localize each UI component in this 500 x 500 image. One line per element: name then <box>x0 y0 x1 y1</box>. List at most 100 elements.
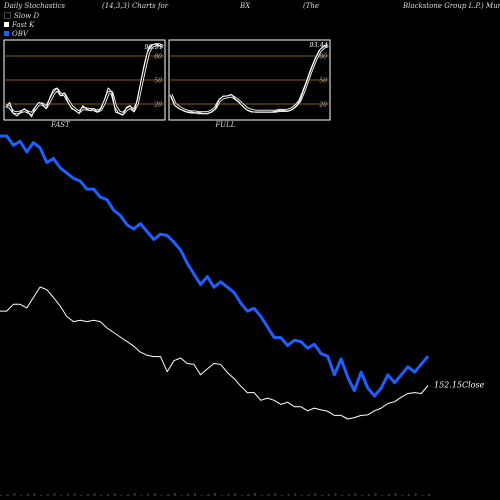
volume-bar <box>53 493 56 496</box>
volume-bar <box>133 493 136 496</box>
legend-item-slow-d: Slow D <box>4 11 39 20</box>
volume-bar <box>414 493 417 496</box>
obv-line <box>0 134 430 398</box>
legend-swatch-slow-d <box>4 12 11 19</box>
header-ticker: BX <box>240 2 251 10</box>
volume-bar <box>6 494 9 496</box>
volume-bar <box>173 493 176 496</box>
fast-title: FAST <box>50 121 71 129</box>
legend: Slow D Fast K OBV <box>4 11 39 38</box>
volume-bar <box>46 494 49 496</box>
volume-bar <box>234 493 237 496</box>
volume-bar <box>428 494 430 496</box>
volume-bar <box>347 494 350 496</box>
header-company: Blackstone Group L.P.) Munafa <box>403 2 500 10</box>
volume-bar <box>26 494 29 496</box>
volume-bar <box>280 495 283 496</box>
volume-bar <box>160 495 163 496</box>
close-line <box>0 286 429 420</box>
volume-bar <box>267 494 270 496</box>
volume-bar <box>247 494 250 496</box>
legend-label-slow-d: Slow D <box>14 11 40 20</box>
fast-last-value-label: 90.91 <box>144 43 163 51</box>
full-ytick-label: 50 <box>319 78 327 85</box>
volume-bar <box>421 495 424 496</box>
volume-bar <box>193 493 196 496</box>
volume-bar <box>66 494 69 496</box>
volume-bar <box>220 495 223 496</box>
fast-ytick-label: 20 <box>153 102 162 109</box>
fast-ytick-label: 80 <box>154 54 162 61</box>
volume-bar <box>254 493 257 496</box>
volume-bar <box>300 495 303 496</box>
legend-label-fast-k: Fast K <box>12 20 35 29</box>
volume-bar <box>381 495 384 496</box>
volume-bar <box>40 495 43 496</box>
volume-bar <box>367 494 370 496</box>
full-stochastic-panel: 80 50 20 93.44 FULL <box>168 39 331 129</box>
volume-bar <box>187 494 190 496</box>
volume-bar <box>100 495 103 496</box>
obv-close-panel: 152.15Close <box>0 134 485 420</box>
volume-bar <box>167 494 170 496</box>
volume-bar <box>120 495 123 496</box>
volume-bar <box>200 495 203 496</box>
volume-bar <box>73 493 76 496</box>
volume-bar <box>127 494 130 496</box>
close-last-value-label: 152.15Close <box>434 381 485 390</box>
volume-bar <box>260 495 263 496</box>
volume-bar <box>387 494 390 496</box>
header-title-part-2: (14,3,3) Charts for <box>102 2 169 10</box>
full-ytick-label: 80 <box>319 54 327 61</box>
volume-bar <box>307 494 310 496</box>
volume-bar <box>214 493 216 496</box>
full-last-value-label: 93.44 <box>309 41 328 49</box>
volume-bar <box>327 494 330 496</box>
volume-bar <box>401 495 404 496</box>
volume-bar <box>274 493 277 496</box>
fast-stochastic-panel: 80 50 20 90.91 FAST <box>3 39 166 129</box>
volume-bar <box>20 495 23 496</box>
volume-bar <box>394 493 397 496</box>
volume-bar <box>33 493 36 496</box>
full-title: FULL <box>214 121 235 129</box>
volume-bar <box>13 493 16 496</box>
header-title-part-1: Daily Stochastics <box>4 2 66 10</box>
volume-bar <box>407 494 410 496</box>
volume-bar <box>334 493 337 496</box>
volume-bar <box>361 495 364 496</box>
volume-bar <box>314 493 317 496</box>
full-fast-k-line <box>170 44 329 115</box>
volume-bar <box>80 495 83 496</box>
volume-bar <box>227 494 230 496</box>
volume-bar <box>287 494 290 496</box>
volume-bar <box>140 495 143 496</box>
volume-bar <box>374 493 377 496</box>
fast-ytick-label: 50 <box>154 78 162 85</box>
volume-bar <box>107 494 109 496</box>
volume-bar <box>240 495 243 496</box>
volume-bar <box>113 493 116 496</box>
full-ytick-label: 20 <box>318 102 327 109</box>
volume-bar <box>153 493 156 496</box>
legend-swatch-obv <box>4 31 9 36</box>
volume-bar <box>294 493 297 496</box>
fast-fast-k-line <box>5 43 164 118</box>
volume-bar <box>93 493 96 496</box>
volume-bar <box>321 495 323 496</box>
volume-bar <box>147 494 150 496</box>
chart-header: Daily Stochastics (14,3,3) Charts for BX… <box>0 0 500 12</box>
volume-bar <box>180 495 183 496</box>
volume-bar <box>60 495 63 496</box>
legend-label-obv: OBV <box>12 29 28 38</box>
legend-swatch-fast-k <box>4 22 9 27</box>
header-title-part-4: (The <box>303 2 320 10</box>
volume-bar <box>207 494 210 496</box>
volume-bar <box>0 495 2 496</box>
legend-item-obv: OBV <box>4 29 39 38</box>
volume-bar <box>86 494 89 496</box>
volume-strip <box>0 493 430 496</box>
volume-bar <box>354 493 357 496</box>
volume-bar <box>341 495 344 496</box>
